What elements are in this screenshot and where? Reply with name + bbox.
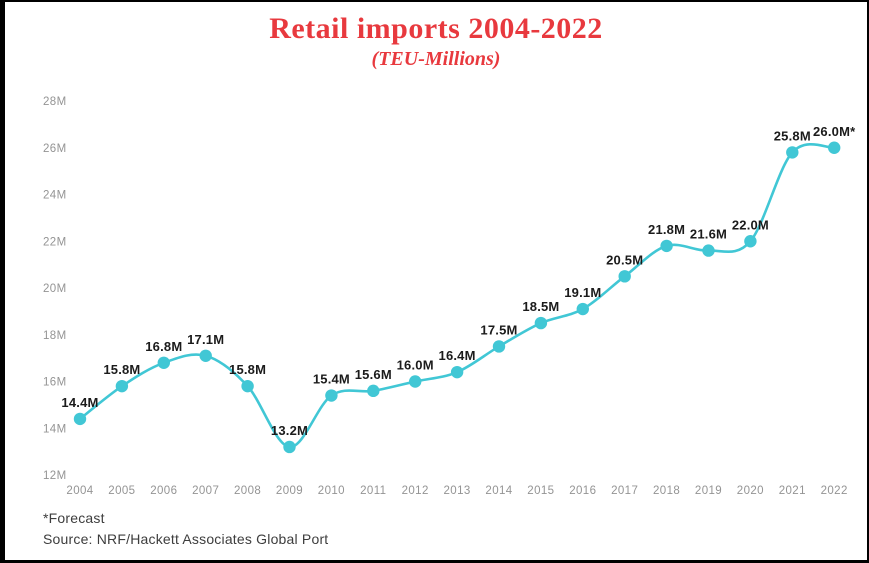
data-point-label: 16.0M <box>397 358 434 373</box>
data-point <box>199 349 212 362</box>
y-axis-tick-label: 14M <box>43 423 67 435</box>
data-point-label: 21.8M <box>648 222 685 237</box>
chart-header: Retail imports 2004-2022 (TEU-Millions) <box>5 12 867 72</box>
data-point <box>367 384 380 398</box>
data-point <box>618 270 631 283</box>
retail-imports-line-chart: 28M 26M 24M 22M 20M 18M 16M 14M 12M 2004 2005 2006 2… <box>43 96 856 497</box>
data-point-label: 17.5M <box>480 322 517 337</box>
data-point <box>325 389 338 402</box>
x-axis-tick-label: 2016 <box>569 485 596 497</box>
data-point <box>409 375 422 388</box>
x-axis-tick-label: 2011 <box>360 485 386 497</box>
chart-footer: *Forecast Source: NRF/Hackett Associates… <box>43 508 328 550</box>
data-point <box>241 379 254 393</box>
data-point <box>660 239 673 253</box>
data-point-label: 15.4M <box>313 372 350 387</box>
x-axis-tick-label: 2013 <box>444 485 471 497</box>
x-axis-tick-label: 2009 <box>276 485 303 497</box>
x-axis-tick-label: 2019 <box>695 485 722 497</box>
data-point <box>73 412 87 426</box>
data-point-label: 16.8M <box>145 339 182 354</box>
data-point-label: 15.8M <box>103 362 140 377</box>
data-point <box>450 365 464 379</box>
data-point-label: 26.0M* <box>813 124 856 139</box>
x-axis-tick-label: 2021 <box>779 485 806 497</box>
x-axis-tick-label: 2010 <box>318 485 345 497</box>
x-axis-tick-label: 2006 <box>150 485 177 497</box>
x-axis-tick-label: 2005 <box>108 485 135 497</box>
x-axis-tick-label: 2015 <box>527 485 554 497</box>
data-point <box>576 302 589 316</box>
data-point-label: 13.2M <box>271 423 308 438</box>
data-point <box>744 235 757 248</box>
y-axis-tick-label: 18M <box>43 330 67 342</box>
data-point <box>534 316 548 330</box>
data-point-label: 18.5M <box>522 299 559 314</box>
x-axis-tick-label: 2004 <box>66 485 93 497</box>
data-point-label: 15.8M <box>229 362 266 377</box>
x-axis-tick-label: 2017 <box>611 485 638 497</box>
y-axis-tick-label: 12M <box>43 470 67 482</box>
data-point <box>828 141 841 154</box>
data-point <box>157 356 170 369</box>
chart-subtitle: (TEU-Millions) <box>371 48 501 70</box>
x-axis-tick-label: 2020 <box>737 485 764 497</box>
data-point-label: 25.8M <box>774 128 811 143</box>
data-point <box>702 244 715 257</box>
x-axis-tick-label: 2007 <box>192 485 219 497</box>
y-axis-tick-label: 24M <box>43 190 67 202</box>
x-axis-tick-label: 2012 <box>402 485 429 497</box>
forecast-footnote: *Forecast <box>43 510 105 526</box>
data-point-label: 14.4M <box>61 395 98 410</box>
data-point <box>283 440 296 454</box>
y-axis-tick-label: 16M <box>43 377 67 389</box>
x-axis-tick-label: 2022 <box>821 485 848 497</box>
data-point-label: 15.6M <box>355 367 392 382</box>
y-axis-tick-label: 28M <box>43 96 67 108</box>
data-point-label: 21.6M <box>690 227 727 242</box>
trend-line <box>78 143 836 449</box>
source-note: Source: NRF/Hackett Associates Global Po… <box>43 531 329 547</box>
y-axis-tick-label: 20M <box>43 283 67 295</box>
data-point-label: 19.1M <box>564 285 601 300</box>
chart-title: Retail imports 2004-2022 <box>269 12 603 45</box>
data-point-label: 22.0M <box>732 217 769 232</box>
x-axis-tick-label: 2008 <box>234 485 261 497</box>
x-axis-tick-label: 2014 <box>485 485 512 497</box>
data-point <box>115 379 129 393</box>
y-axis-tick-label: 22M <box>43 236 67 248</box>
x-axis-tick-label: 2018 <box>653 485 680 497</box>
data-point-label: 16.4M <box>439 348 476 363</box>
data-point <box>786 146 799 159</box>
y-axis-tick-label: 26M <box>43 143 67 155</box>
data-point-label: 20.5M <box>606 252 643 267</box>
data-point <box>492 340 506 353</box>
data-point-label: 17.1M <box>187 332 224 347</box>
